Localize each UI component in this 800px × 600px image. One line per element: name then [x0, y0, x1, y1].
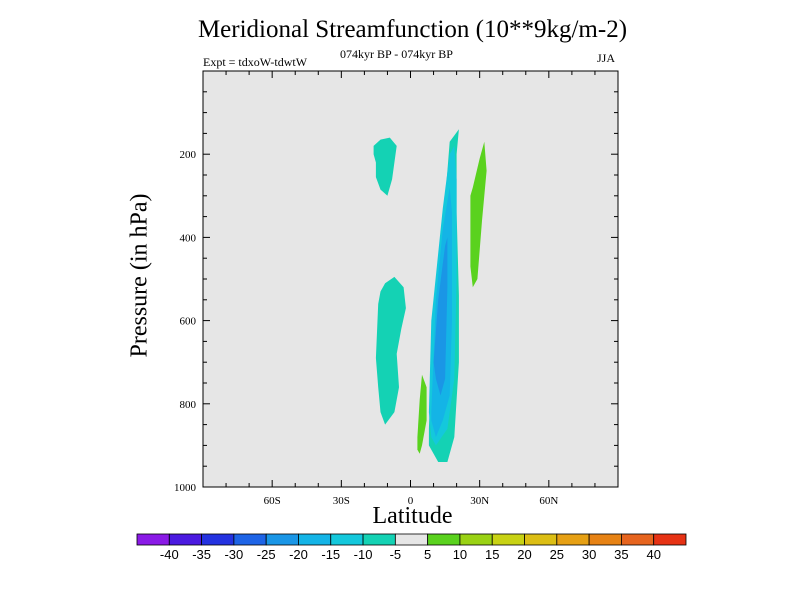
x-tick-label: 0	[408, 495, 414, 507]
colorbar-swatch	[653, 533, 687, 546]
colorbar-swatch	[330, 533, 364, 546]
colorbar-swatch	[427, 533, 461, 546]
colorbar-swatch	[556, 533, 590, 546]
colorbar: -40 -35 -30 -25 -20 -15 -10 -5 5 10 15 20 25 30 35 40	[136, 533, 687, 562]
colorbar-swatch	[491, 533, 525, 546]
experiment-label: Expt = tdxoW-tdwtW	[203, 55, 308, 69]
colorbar-label: 25	[550, 547, 564, 562]
colorbar-label: 20	[517, 547, 531, 562]
colorbar-swatch	[524, 533, 558, 546]
colorbar-label: -40	[160, 547, 179, 562]
axes: 200 400 600 800 1000 60S 30S 0 30N 60N	[174, 71, 618, 507]
colorbar-swatch	[136, 533, 170, 546]
plot-background	[203, 71, 618, 487]
colorbar-label: -30	[224, 547, 243, 562]
time-range-label: 074kyr BP - 074kyr BP	[340, 47, 453, 61]
y-tick-label: 400	[180, 232, 197, 244]
colorbar-label: -10	[354, 547, 373, 562]
season-label: JJA	[597, 51, 616, 65]
colorbar-label: 35	[614, 547, 628, 562]
colorbar-swatch	[233, 533, 267, 546]
y-tick-label: 600	[180, 316, 197, 328]
colorbar-label: -5	[390, 547, 402, 562]
x-axis-label: Latitude	[372, 503, 453, 529]
colorbar-label: 15	[485, 547, 499, 562]
colorbar-label: 30	[582, 547, 596, 562]
colorbar-label: 40	[646, 547, 660, 562]
y-tick-label: 1000	[174, 482, 197, 494]
colorbar-swatch	[298, 533, 332, 546]
colorbar-label: -25	[257, 547, 276, 562]
contour-regions	[373, 129, 487, 462]
contour-region-pos-lower-small	[417, 374, 427, 454]
colorbar-label: -15	[321, 547, 340, 562]
colorbar-swatch	[265, 533, 299, 546]
chart-title: Meridional Streamfunction (10**9kg/m-2)	[197, 16, 628, 43]
x-tick-label: 60S	[264, 495, 281, 507]
colorbar-swatch	[362, 533, 396, 546]
x-tick-label: 60N	[539, 495, 558, 507]
colorbar-swatch	[459, 533, 493, 546]
y-tick-label: 200	[180, 149, 197, 161]
contour-region-neg-main-inner	[433, 237, 448, 396]
colorbar-swatch	[621, 533, 655, 546]
colorbar-swatch	[168, 533, 202, 546]
colorbar-label: -20	[289, 547, 308, 562]
x-tick-label: 30S	[333, 495, 350, 507]
colorbar-label: 5	[424, 547, 431, 562]
contour-region-neg-upper-left	[373, 137, 397, 196]
contour-region-neg-lower-left	[375, 276, 406, 425]
colorbar-swatch	[394, 533, 429, 546]
colorbar-label: -35	[192, 547, 211, 562]
colorbar-label: 10	[453, 547, 467, 562]
colorbar-swatch	[201, 533, 235, 546]
x-tick-label: 30N	[470, 495, 489, 507]
y-tick-label: 800	[180, 399, 197, 411]
contour-region-pos-upper-right	[470, 141, 487, 288]
colorbar-swatch	[588, 533, 622, 546]
